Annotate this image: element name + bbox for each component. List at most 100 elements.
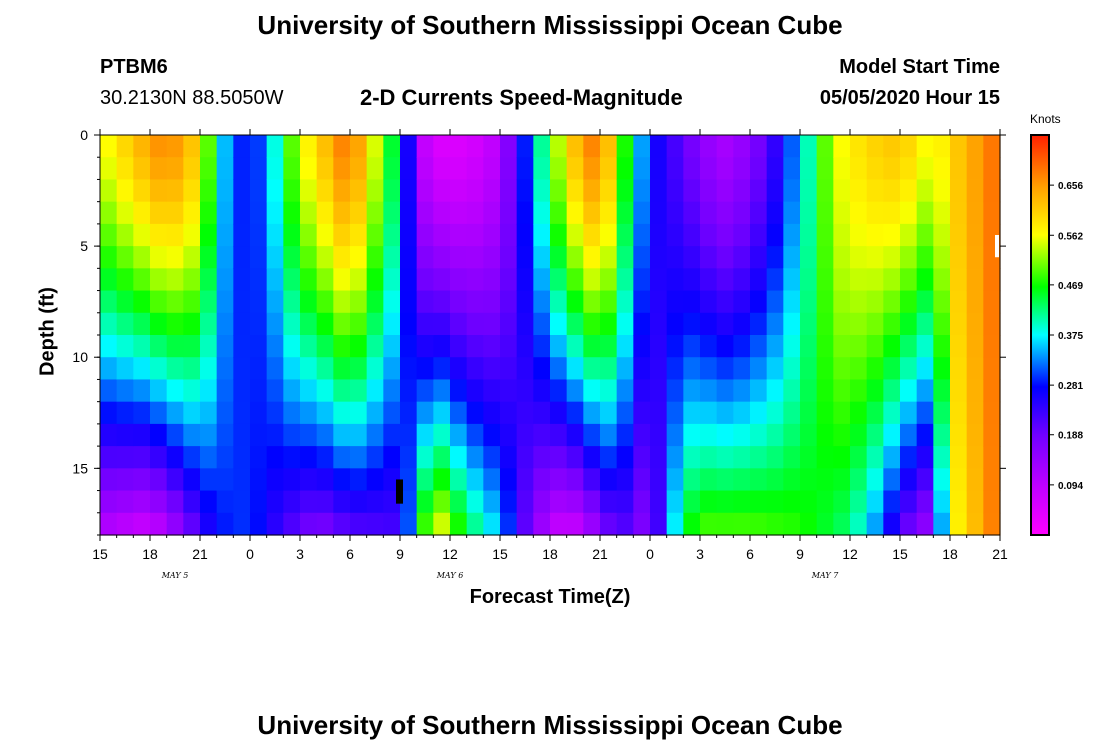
heatmap-cell xyxy=(983,135,1001,158)
heatmap-cell xyxy=(933,423,951,447)
heatmap-cell xyxy=(850,357,868,381)
heatmap-cell xyxy=(400,357,418,381)
heatmap-cell xyxy=(383,135,401,158)
heatmap-cell xyxy=(516,223,534,247)
heatmap-cell xyxy=(433,490,451,514)
heatmap-cell xyxy=(250,268,268,292)
heatmap-cell xyxy=(416,401,434,425)
heatmap-cell xyxy=(966,490,984,514)
heatmap-cell xyxy=(833,468,851,492)
heatmap-cell xyxy=(166,312,184,336)
heatmap-cell xyxy=(300,246,318,269)
heatmap-cell xyxy=(866,446,884,469)
heatmap-cell xyxy=(600,379,618,403)
heatmap-cell xyxy=(666,446,684,469)
heatmap-cell xyxy=(250,401,268,425)
heatmap-cell xyxy=(550,201,568,225)
heatmap-cell xyxy=(933,246,951,269)
heatmap-cell xyxy=(366,401,384,425)
heatmap-cell xyxy=(333,490,351,514)
heatmap-cell xyxy=(216,223,234,247)
heatmap-cell xyxy=(933,179,951,203)
heatmap-cell xyxy=(233,401,251,425)
heatmap-cell xyxy=(166,357,184,381)
heatmap-cell xyxy=(516,512,534,536)
heatmap-cell xyxy=(533,135,551,158)
heatmap-cell xyxy=(100,201,118,225)
heatmap-cell xyxy=(183,268,201,292)
heatmap-cell xyxy=(466,446,484,469)
heatmap-cell xyxy=(516,201,534,225)
x-tick-label: 0 xyxy=(246,546,254,562)
heatmap-cell xyxy=(783,246,801,269)
heatmap-cell xyxy=(400,446,418,469)
heatmap-cell xyxy=(633,379,651,403)
heatmap-cells xyxy=(100,135,1001,536)
heatmap-cell xyxy=(216,423,234,447)
heatmap-cell xyxy=(166,490,184,514)
heatmap-cell xyxy=(583,357,601,381)
heatmap-cell xyxy=(650,246,668,269)
heatmap-cell xyxy=(150,401,168,425)
day-label: MAY 5 xyxy=(161,571,189,580)
heatmap-cell xyxy=(483,357,501,381)
heatmap-cell xyxy=(300,423,318,447)
heatmap-cell xyxy=(450,379,468,403)
heatmap-cell xyxy=(766,446,784,469)
heatmap-cell xyxy=(216,246,234,269)
heatmap-cell xyxy=(266,312,284,336)
heatmap-cell xyxy=(966,512,984,536)
heatmap-cell xyxy=(566,223,584,247)
heatmap-cell xyxy=(783,512,801,536)
heatmap-cell xyxy=(733,468,751,492)
heatmap-cell xyxy=(633,246,651,269)
heatmap-cell xyxy=(883,157,901,181)
heatmap-cell xyxy=(133,179,151,203)
heatmap-cell xyxy=(300,201,318,225)
heatmap-cell xyxy=(983,268,1001,292)
heatmap-cell xyxy=(416,135,434,158)
heatmap-cell xyxy=(733,423,751,447)
x-tick-label: 9 xyxy=(396,546,404,562)
heatmap-cell xyxy=(983,401,1001,425)
heatmap-cell xyxy=(900,290,918,314)
heatmap-cell xyxy=(583,512,601,536)
heatmap-cell xyxy=(133,335,151,358)
heatmap-cell xyxy=(966,268,984,292)
heatmap-cell xyxy=(433,468,451,492)
heatmap-cell xyxy=(816,335,834,358)
heatmap-cell xyxy=(400,290,418,314)
heatmap-cell xyxy=(500,335,518,358)
heatmap-cell xyxy=(566,157,584,181)
heatmap-cell xyxy=(283,401,301,425)
heatmap-cell xyxy=(483,490,501,514)
heatmap-cell xyxy=(883,223,901,247)
heatmap-cell xyxy=(366,135,384,158)
heatmap-cell xyxy=(966,179,984,203)
heatmap-cell xyxy=(350,357,368,381)
x-tick-label: 3 xyxy=(296,546,304,562)
heatmap-cell xyxy=(200,335,218,358)
heatmap-cell xyxy=(283,490,301,514)
heatmap-cell xyxy=(866,401,884,425)
heatmap-cell xyxy=(683,423,701,447)
heatmap-cell xyxy=(700,201,718,225)
heatmap-cell xyxy=(566,312,584,336)
heatmap-cell xyxy=(433,201,451,225)
heatmap-cell xyxy=(133,223,151,247)
heatmap-cell xyxy=(583,201,601,225)
heatmap-cell xyxy=(416,490,434,514)
heatmap-cell xyxy=(733,312,751,336)
heatmap-cell xyxy=(400,268,418,292)
heatmap-cell xyxy=(316,490,334,514)
heatmap-cell xyxy=(416,223,434,247)
heatmap-cell xyxy=(750,335,768,358)
heatmap-cell xyxy=(283,468,301,492)
heatmap-cell xyxy=(783,401,801,425)
heatmap-cell xyxy=(783,268,801,292)
heatmap-cell xyxy=(950,179,968,203)
heatmap-cell xyxy=(816,290,834,314)
heatmap-cell xyxy=(866,512,884,536)
heatmap-cell xyxy=(883,512,901,536)
heatmap-cell xyxy=(650,379,668,403)
